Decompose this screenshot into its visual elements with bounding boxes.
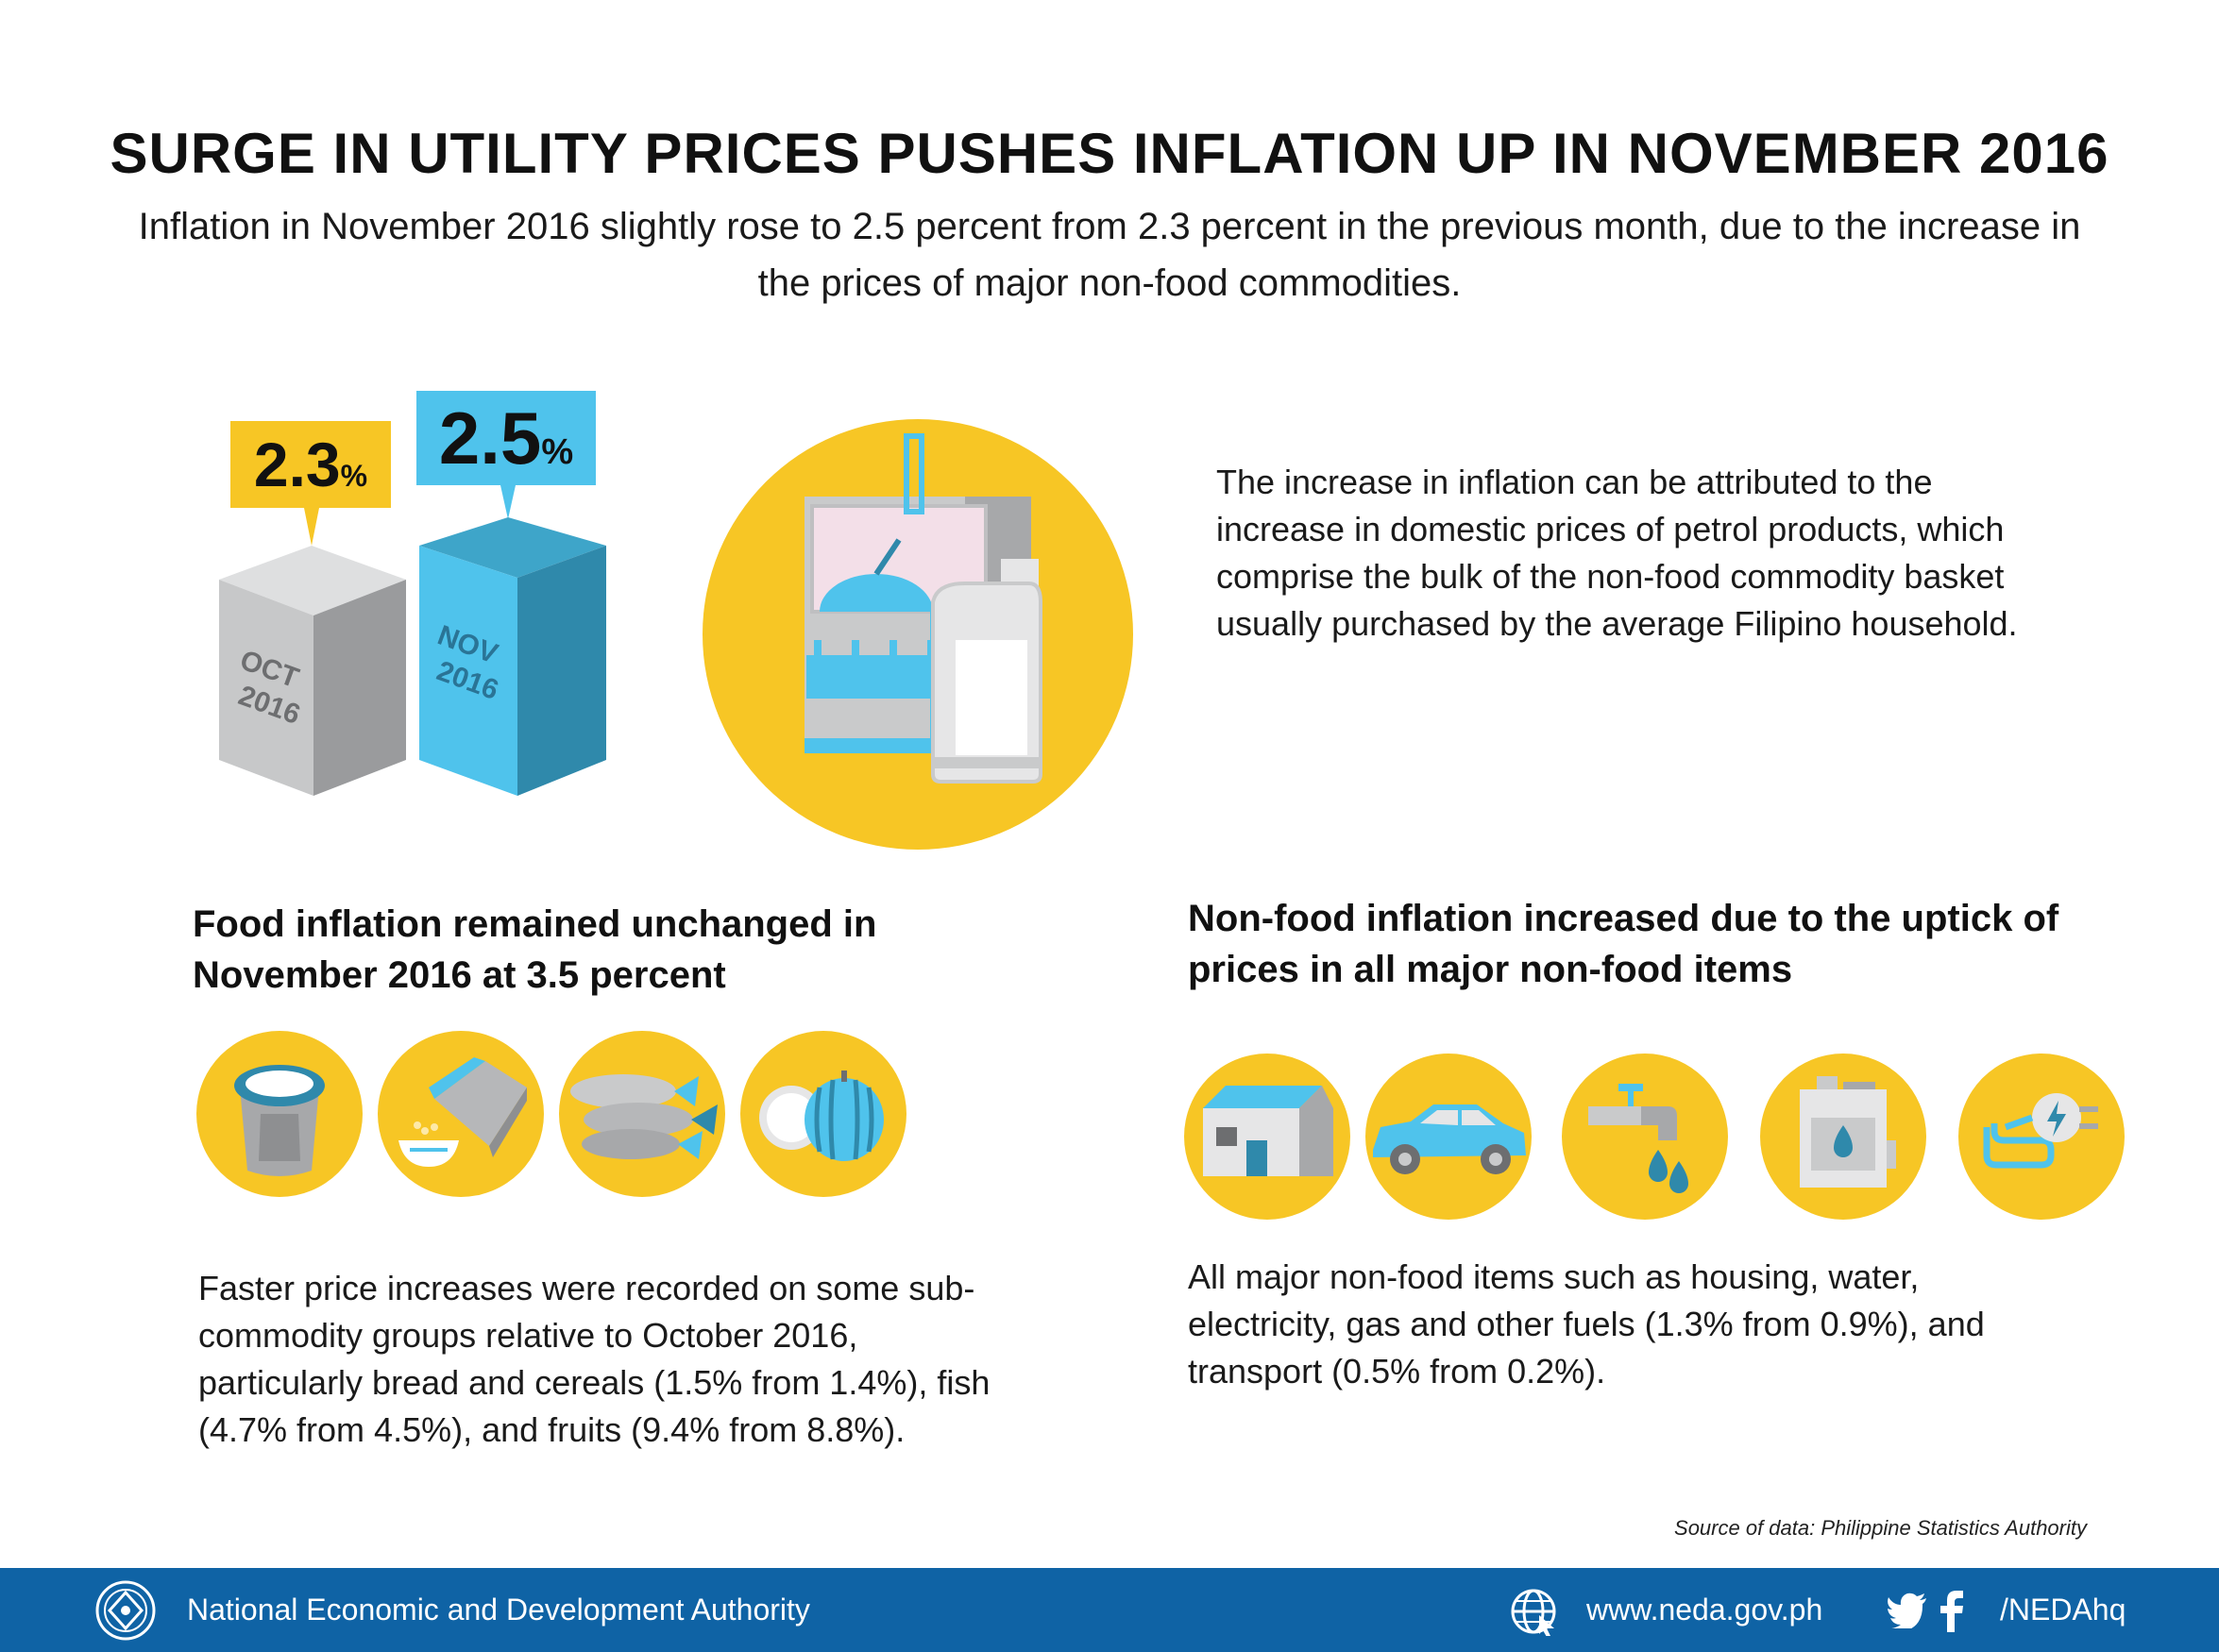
nonfood-section-text: All major non-food items such as housing… xyxy=(1188,1257,1985,1391)
globe-icon xyxy=(1511,1589,1556,1636)
neda-seal-icon xyxy=(95,1580,156,1641)
nonfood-icons-row xyxy=(1184,1054,2125,1220)
fuel-container-icon xyxy=(1760,1054,1926,1220)
oct-inflation-unit: % xyxy=(340,459,368,493)
page-title: SURGE IN UTILITY PRICES PUSHES INFLATION… xyxy=(110,122,2109,185)
footer-social-handle[interactable]: /NEDAhq xyxy=(2000,1593,2126,1627)
nov-inflation-value: 2.5 xyxy=(438,396,542,480)
source-note: Source of data: Philippine Statistics Au… xyxy=(1674,1516,2087,1540)
page-subtitle: Inflation in November 2016 slightly rose… xyxy=(138,206,2081,304)
nov-inflation-label: 2.5% xyxy=(416,391,596,485)
footer-org-name: National Economic and Development Author… xyxy=(187,1593,810,1627)
food-section-title: Food inflation remained unchanged in Nov… xyxy=(193,903,877,996)
nov-inflation-unit: % xyxy=(541,432,574,472)
oct-label-pointer xyxy=(304,508,319,546)
food-section-text: Faster price increases were recorded on … xyxy=(198,1269,991,1449)
nov-box: NOV 2016 xyxy=(419,517,606,796)
nov-label-pointer xyxy=(500,485,516,519)
footer-bar: National Economic and Development Author… xyxy=(0,1568,2219,1652)
oct-box: OCT 2016 xyxy=(219,546,406,796)
water-faucet-icon xyxy=(1562,1054,1728,1220)
electric-plug-icon xyxy=(1958,1054,2125,1220)
facebook-icon[interactable] xyxy=(1940,1589,1964,1632)
twitter-icon[interactable] xyxy=(1887,1593,1928,1628)
oct-inflation-label: 2.3% xyxy=(230,421,391,508)
fish-icon xyxy=(559,1031,725,1197)
house-icon xyxy=(1184,1054,1350,1220)
rice-sack-icon xyxy=(196,1031,363,1197)
car-icon xyxy=(1365,1054,1532,1220)
nonfood-section-title: Non-food inflation increased due to the … xyxy=(1188,898,2059,990)
fruits-icon xyxy=(740,1031,906,1197)
food-icons-row xyxy=(196,1031,906,1197)
fuel-station-icon xyxy=(703,419,1133,850)
cereal-bowl-icon xyxy=(378,1031,544,1197)
footer-website-link[interactable]: www.neda.gov.ph xyxy=(1586,1593,1823,1627)
attribution-text: The increase in inflation can be attribu… xyxy=(1216,463,2018,643)
inflation-comparison-graphic: OCT 2016 NOV 2016 xyxy=(219,485,606,796)
oct-inflation-value: 2.3 xyxy=(253,430,341,499)
